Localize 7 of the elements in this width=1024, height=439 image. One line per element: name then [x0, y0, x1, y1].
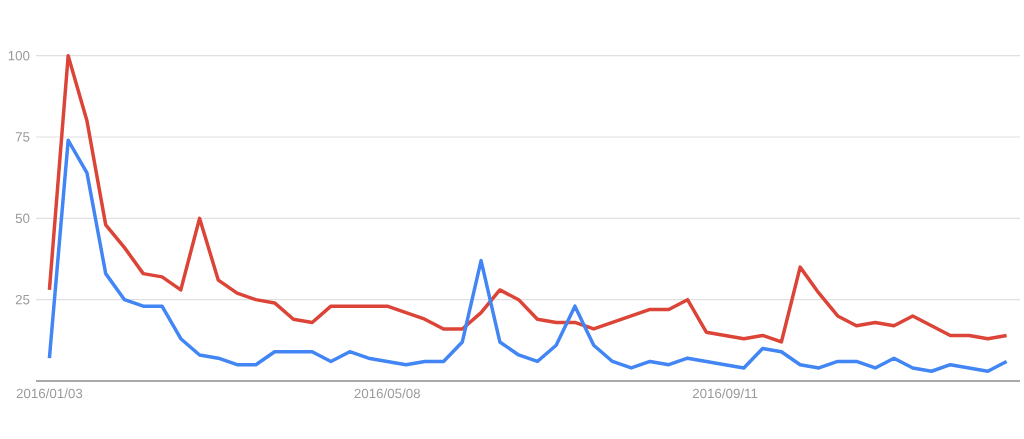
y-tick-label: 50	[15, 213, 30, 224]
y-tick-label: 25	[15, 294, 30, 305]
y-tick-label: 75	[15, 132, 30, 142]
x-tick-label: 2016/05/08	[354, 388, 421, 399]
x-tick-label: 2016/09/11	[692, 388, 758, 399]
y-tick-label: 100	[8, 50, 30, 61]
x-tick-label: 2016/01/03	[16, 388, 83, 399]
